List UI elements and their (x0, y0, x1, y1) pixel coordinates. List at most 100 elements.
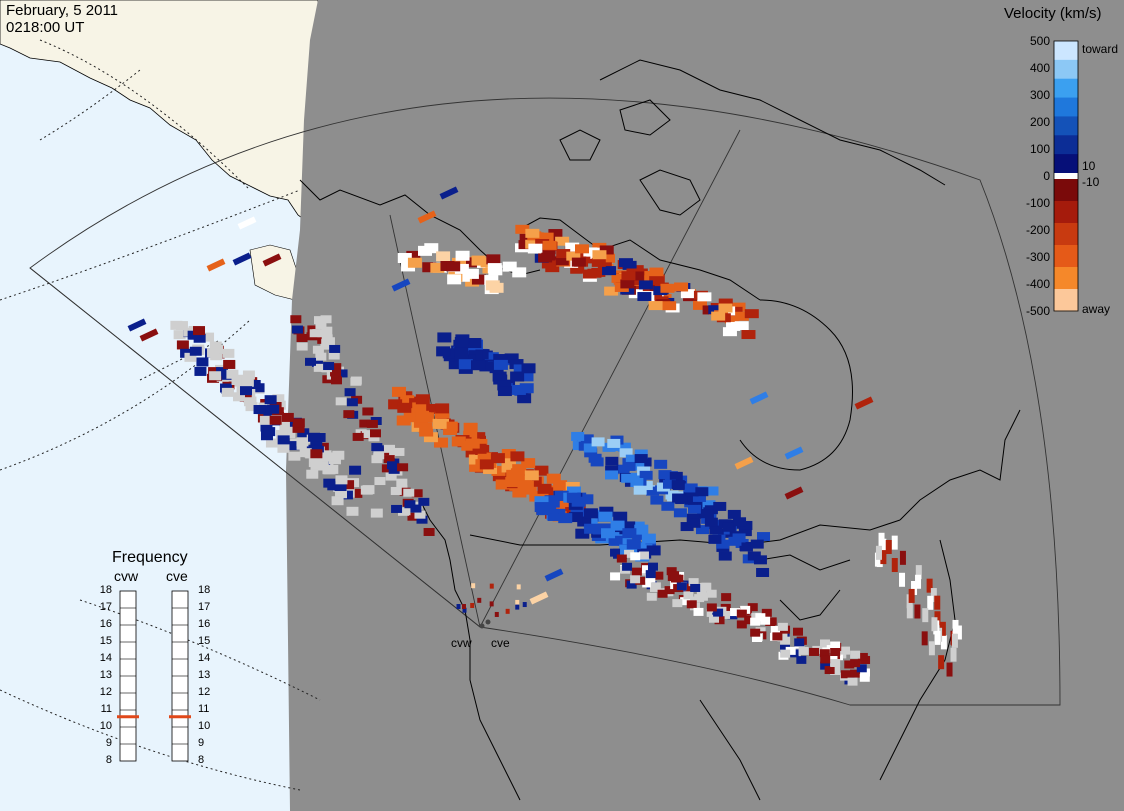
velocity-cell (555, 236, 570, 246)
velocity-cell (411, 489, 423, 498)
velocity-cell (700, 509, 714, 519)
velocity-cell (611, 273, 626, 283)
siberia-land (0, 0, 319, 231)
velocity-cell (647, 562, 658, 571)
velocity-cell (368, 433, 380, 442)
velocity-cell (505, 477, 520, 488)
velocity-cell (209, 371, 222, 381)
velocity-cell (695, 487, 709, 497)
colorbar-segment-toward (1054, 154, 1078, 174)
velocity-cell (750, 628, 761, 637)
frequency-level-left: 18 (99, 584, 112, 596)
velocity-cell (542, 503, 557, 514)
velocity-cell (634, 454, 648, 464)
velocity-cell (534, 496, 549, 507)
velocity-cell (515, 224, 530, 234)
frequency-level-left: 13 (99, 669, 112, 681)
velocity-cell (648, 290, 663, 300)
velocity-cell (173, 330, 186, 340)
velocity-cell (654, 459, 668, 469)
velocity-cell (793, 627, 804, 636)
velocity-cell (670, 574, 681, 583)
velocity-cell (819, 639, 830, 648)
velocity-cell (930, 588, 937, 603)
velocity-cell (683, 591, 694, 600)
velocity-cell (686, 600, 697, 609)
velocity-cell (638, 551, 649, 560)
velocity-cell (383, 455, 395, 464)
velocity-cell (906, 604, 913, 619)
velocity-cell (850, 659, 861, 668)
velocity-cell (226, 369, 239, 379)
frequency-level-left: 9 (105, 737, 112, 749)
frequency-level-left: 10 (99, 720, 112, 732)
velocity-cell (785, 646, 796, 655)
velocity-cell (644, 285, 659, 295)
velocity-cell (506, 469, 521, 480)
velocity-cell (840, 646, 851, 655)
velocity-cell (626, 539, 641, 550)
velocity-cell (952, 619, 959, 634)
velocity-cell (391, 504, 403, 513)
velocity-cell (399, 507, 411, 516)
velocity-cell (934, 630, 941, 645)
velocity-cell (580, 434, 594, 444)
colorbar-tick-label: 500 (1029, 34, 1050, 48)
velocity-cell (519, 371, 534, 382)
velocity-cell (221, 387, 234, 397)
velocity-cell (568, 512, 583, 523)
velocity-cell (641, 565, 652, 574)
velocity-cell (471, 360, 486, 371)
velocity-cell (477, 452, 492, 463)
velocity-cell (479, 459, 494, 470)
velocity-cell (558, 513, 573, 524)
velocity-cell (403, 412, 418, 423)
velocity-cell (566, 486, 581, 497)
velocity-cell (564, 258, 579, 268)
velocity-cell (525, 228, 540, 238)
velocity-cell (463, 422, 478, 433)
velocity-cell (494, 611, 499, 617)
velocity-cell (674, 282, 689, 292)
frequency-level-left: 14 (99, 652, 112, 664)
velocity-cell (621, 473, 635, 483)
velocity-cell (657, 589, 668, 598)
velocity-cell (415, 394, 430, 405)
velocity-cell (304, 357, 316, 366)
velocity-cell (385, 472, 397, 481)
frequency-radar-right: cve (166, 568, 188, 584)
velocity-cell (403, 488, 415, 497)
velocity-cell (415, 410, 430, 421)
velocity-cell (296, 334, 308, 343)
velocity-cell (733, 517, 747, 527)
velocity-cell (127, 318, 147, 332)
velocity-cell (207, 348, 220, 358)
velocity-cell (680, 597, 691, 606)
velocity-cell (577, 516, 592, 527)
velocity-cell (714, 616, 725, 625)
velocity-cell (673, 508, 687, 518)
velocity-cell (672, 599, 683, 608)
velocity-cell (232, 392, 245, 402)
velocity-cell (269, 415, 282, 425)
velocity-cell (542, 240, 557, 250)
velocity-cell (521, 458, 536, 469)
velocity-cell (241, 377, 254, 387)
velocity-cell (646, 592, 657, 601)
velocity-cell (497, 386, 512, 397)
frequency-level-right: 9 (198, 737, 205, 749)
velocity-cell (334, 482, 347, 492)
velocity-cell (330, 363, 342, 372)
velocity-scatter (127, 186, 962, 686)
colorbar-segment-toward (1054, 41, 1078, 61)
velocity-cell (631, 567, 642, 576)
velocity-cell (187, 330, 200, 340)
velocity-cell (766, 617, 777, 626)
velocity-cell (620, 279, 635, 289)
velocity-cell (346, 506, 359, 516)
velocity-cell (437, 332, 452, 343)
velocity-cell (602, 266, 617, 276)
velocity-cell (727, 509, 741, 519)
velocity-cell (592, 242, 607, 252)
colorbar-tick-label: -200 (1025, 223, 1050, 237)
